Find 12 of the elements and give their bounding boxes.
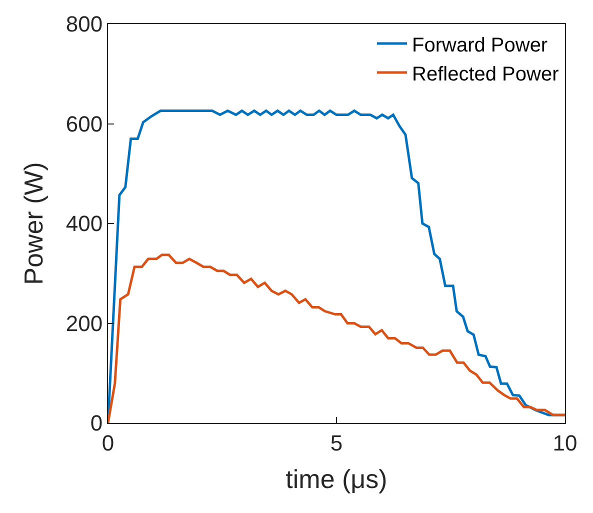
- y-tick-label: 800: [66, 12, 103, 37]
- line-series: [108, 254, 565, 423]
- y-axis-title: Power (W): [18, 162, 48, 285]
- y-tick-label: 200: [66, 310, 103, 336]
- y-tick-label: 400: [66, 211, 103, 236]
- y-tick-label: 600: [66, 111, 103, 136]
- x-axis-title: time (μs): [286, 464, 388, 494]
- legend-label: Forward Power: [412, 34, 548, 56]
- x-tick-label: 10: [552, 430, 578, 456]
- x-tick-label: 5: [330, 430, 343, 456]
- legend-label: Reflected Power: [412, 63, 560, 86]
- y-tick-label: 0: [90, 410, 103, 436]
